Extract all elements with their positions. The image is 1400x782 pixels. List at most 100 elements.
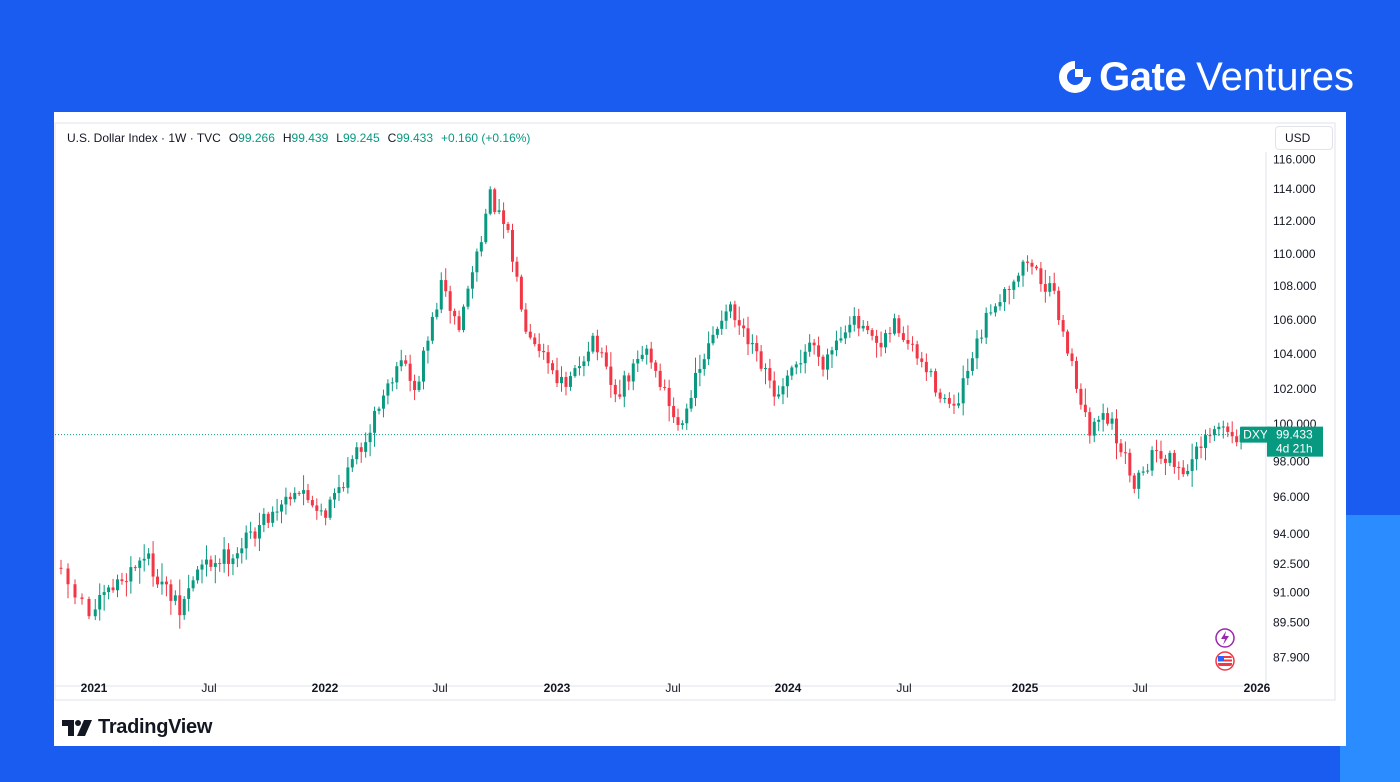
us-flag-stripe-icon — [1218, 658, 1232, 660]
candle-body — [1190, 459, 1194, 471]
candle-body — [93, 609, 97, 617]
candle-body — [636, 358, 640, 364]
candle-body — [790, 367, 794, 376]
candle-body — [138, 560, 142, 568]
candle-body — [1074, 361, 1078, 389]
candle-body — [1003, 288, 1007, 303]
candle-body — [1159, 451, 1163, 459]
candle-body — [1128, 452, 1132, 476]
candle-body — [1163, 458, 1167, 463]
legend-symbol: U.S. Dollar Index · 1W · TVC — [67, 131, 221, 145]
candle-body — [240, 548, 244, 554]
candle-body — [519, 276, 523, 310]
candle-body — [293, 492, 297, 500]
currency-button[interactable]: USD — [1275, 126, 1333, 150]
candle-body — [395, 366, 399, 383]
candle-body — [772, 380, 776, 397]
candle-body — [1043, 284, 1047, 292]
candle-body — [1146, 470, 1150, 472]
candle-body — [129, 567, 133, 582]
candle-body — [667, 387, 671, 407]
y-tick-label: 116.000 — [1273, 153, 1316, 167]
candle-body — [444, 280, 448, 292]
candle-body — [1155, 450, 1159, 452]
candle-body — [1070, 353, 1074, 362]
candlestick-chart[interactable]: 87.900 89.500 91.000 92.500 94.000 96.000 98.0… — [54, 112, 1346, 746]
candle-body — [947, 398, 951, 404]
candle-body — [834, 340, 838, 351]
candle-body — [750, 343, 754, 345]
y-tick-label: 106.000 — [1273, 313, 1317, 327]
candle-body — [746, 328, 750, 345]
candle-body — [288, 496, 292, 500]
candle-body — [435, 309, 439, 317]
candle-body — [1150, 450, 1154, 471]
x-tick-label: Jul — [201, 681, 216, 695]
candle-body — [386, 383, 390, 396]
candle-body — [1088, 412, 1092, 436]
candle-body — [196, 569, 200, 581]
y-tick-label: 98.000 — [1273, 455, 1310, 469]
candle-body — [645, 348, 649, 355]
candle-body — [781, 386, 785, 395]
candle-body — [319, 510, 323, 512]
candle-body — [1097, 419, 1101, 422]
candle-body — [133, 567, 137, 569]
candle-body — [998, 302, 1002, 307]
candle-body — [875, 335, 879, 343]
candle-body — [821, 356, 825, 370]
candle-body — [654, 362, 658, 371]
candle-body — [218, 563, 222, 565]
candle-body — [613, 384, 617, 395]
chart-card: 87.900 89.500 91.000 92.500 94.000 96.000 98.0… — [54, 112, 1346, 746]
candle-body — [191, 580, 195, 589]
candle-body — [785, 375, 789, 387]
candle-body — [280, 504, 283, 512]
candle-body — [98, 594, 102, 610]
candle-body — [209, 559, 213, 567]
candle-body — [812, 342, 816, 346]
candle-body — [377, 408, 381, 411]
y-tick-label: 96.000 — [1273, 490, 1310, 504]
candle-body — [938, 392, 942, 399]
candle-body — [966, 370, 970, 379]
candle-body — [702, 359, 706, 370]
candle-body — [275, 511, 279, 513]
candle-body — [142, 558, 146, 561]
y-tick-label: 102.000 — [1273, 382, 1317, 396]
candle-body — [502, 210, 506, 224]
candle-body — [107, 587, 111, 593]
candle-body — [676, 417, 680, 425]
candle-body — [1012, 281, 1016, 290]
candle-body — [689, 397, 693, 409]
candle-body — [897, 318, 901, 334]
candle-body — [457, 316, 461, 331]
chart-legend: U.S. Dollar Index · 1W · TVC O 99.266 H … — [67, 131, 530, 145]
candle-body — [591, 335, 595, 352]
x-tick-label: Jul — [665, 681, 680, 695]
candle-body — [1026, 261, 1030, 263]
candle-body — [929, 371, 933, 373]
y-tick-label: 104.000 — [1273, 347, 1317, 361]
candle-body — [1016, 275, 1020, 282]
candle-body — [879, 342, 883, 348]
candle-body — [799, 363, 803, 365]
candle-body — [1226, 426, 1230, 432]
candle-body — [235, 553, 239, 559]
candle-body — [448, 291, 452, 311]
candle-body — [1066, 331, 1070, 354]
candle-body — [1132, 475, 1136, 489]
candle-body — [302, 490, 306, 494]
y-tick-label: 114.000 — [1273, 182, 1316, 196]
candle-body — [1221, 426, 1225, 428]
candle-body — [470, 272, 474, 289]
candle-body — [160, 581, 164, 585]
candle-body — [984, 312, 988, 338]
candle-body — [421, 350, 425, 382]
candle-body — [200, 564, 204, 570]
candle-body — [231, 558, 235, 564]
candle-body — [1061, 320, 1065, 332]
candle-body — [924, 361, 928, 373]
candle-body — [934, 371, 938, 393]
candle-body — [1195, 446, 1199, 460]
